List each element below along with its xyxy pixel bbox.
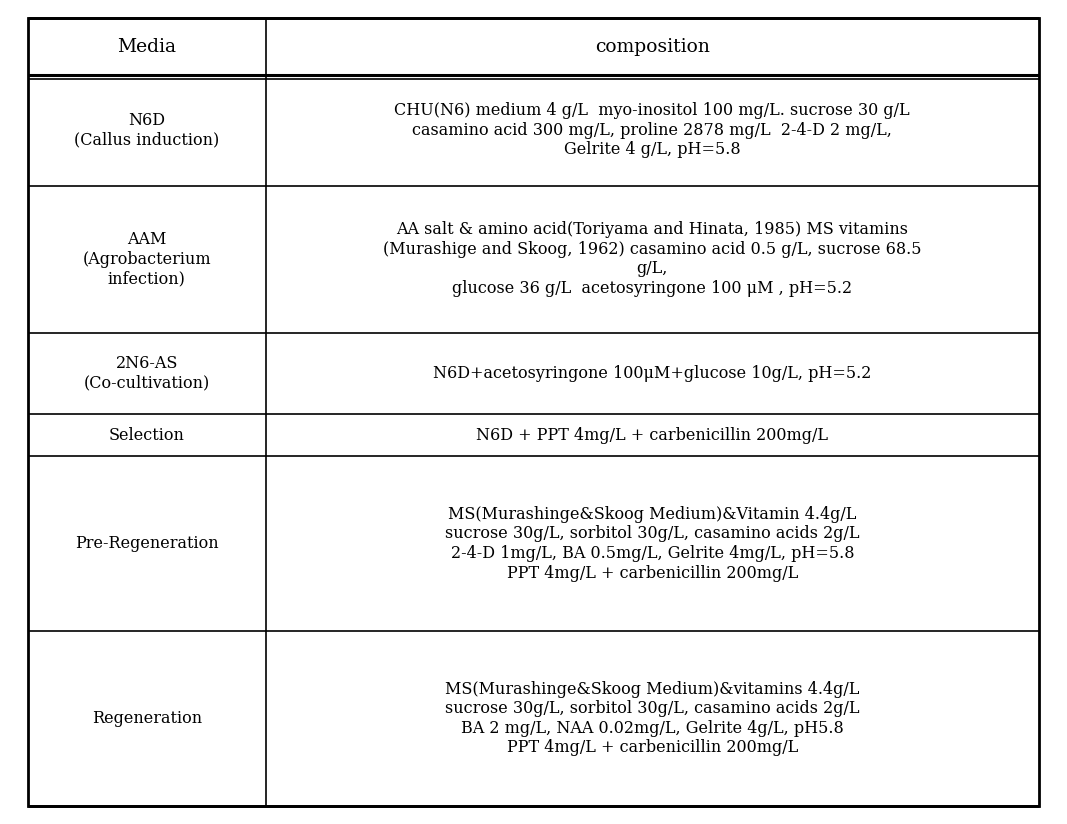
Text: Selection: Selection [109,427,185,443]
Text: composition: composition [595,38,710,55]
Text: CHU(N6) medium 4 g/L  myo-inositol 100 mg/L. sucrose 30 g/L
casamino acid 300 mg: CHU(N6) medium 4 g/L myo-inositol 100 mg… [395,102,910,158]
Text: Media: Media [117,38,176,55]
Text: MS(Murashinge&Skoog Medium)&Vitamin 4.4g/L
sucrose 30g/L, sorbitol 30g/L, casami: MS(Murashinge&Skoog Medium)&Vitamin 4.4g… [445,506,860,582]
Text: AA salt & amino acid(Toriyama and Hinata, 1985) MS vitamins
(Murashige and Skoog: AA salt & amino acid(Toriyama and Hinata… [383,222,922,297]
Text: AAM
(Agrobacterium
infection): AAM (Agrobacterium infection) [82,231,211,288]
Text: MS(Murashinge&Skoog Medium)&vitamins 4.4g/L
sucrose 30g/L, sorbitol 30g/L, casam: MS(Murashinge&Skoog Medium)&vitamins 4.4… [445,681,860,756]
Text: 2N6-AS
(Co-cultivation): 2N6-AS (Co-cultivation) [83,355,210,391]
Text: N6D+acetosyringone 100μM+glucose 10g/L, pH=5.2: N6D+acetosyringone 100μM+glucose 10g/L, … [433,365,872,382]
Text: Pre-Regeneration: Pre-Regeneration [75,535,219,552]
Text: N6D
(Callus induction): N6D (Callus induction) [75,112,220,148]
Text: N6D + PPT 4mg/L + carbenicillin 200mg/L: N6D + PPT 4mg/L + carbenicillin 200mg/L [476,427,828,443]
Text: Regeneration: Regeneration [92,710,202,727]
